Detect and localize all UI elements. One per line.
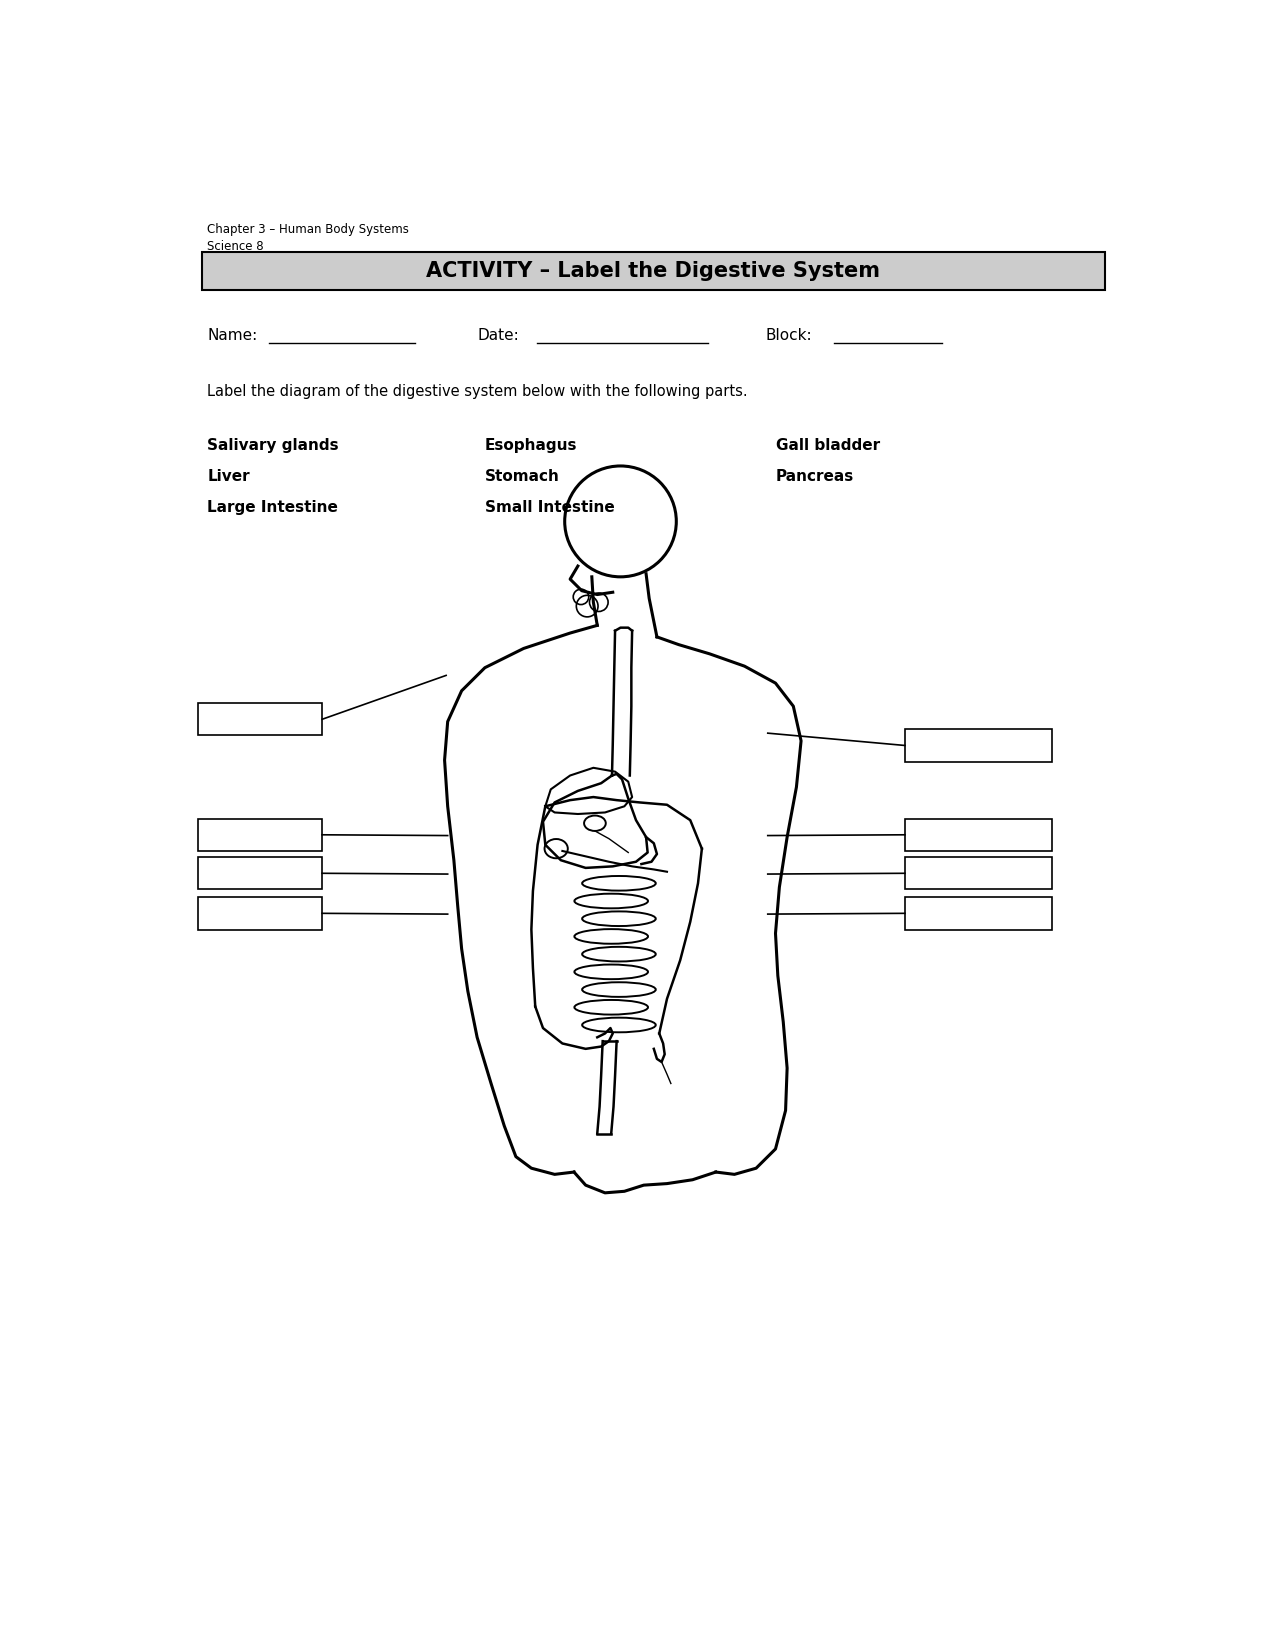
Text: Chapter 3 – Human Body Systems: Chapter 3 – Human Body Systems [208,223,409,236]
Text: Label the diagram of the digestive system below with the following parts.: Label the diagram of the digestive syste… [208,384,748,399]
Bar [905,729,1052,762]
Text: Name:: Name: [208,328,258,343]
Text: Salivary glands: Salivary glands [208,439,339,454]
Bar [905,818,1052,851]
Bar [198,703,323,736]
Text: Stomach: Stomach [484,469,560,483]
Bar [198,818,323,851]
Bar [198,856,323,889]
Text: Date:: Date: [477,328,519,343]
Text: Pancreas: Pancreas [775,469,854,483]
Text: Esophagus: Esophagus [484,439,578,454]
Text: Block:: Block: [765,328,812,343]
Text: Small Intestine: Small Intestine [484,500,615,515]
Bar [905,856,1052,889]
Bar [905,898,1052,929]
Bar [201,252,1105,290]
Text: Science 8: Science 8 [208,241,264,254]
Text: Large Intestine: Large Intestine [208,500,338,515]
Bar [198,898,323,929]
Text: Gall bladder: Gall bladder [775,439,880,454]
Text: Liver: Liver [208,469,250,483]
Text: ACTIVITY – Label the Digestive System: ACTIVITY – Label the Digestive System [426,261,881,280]
